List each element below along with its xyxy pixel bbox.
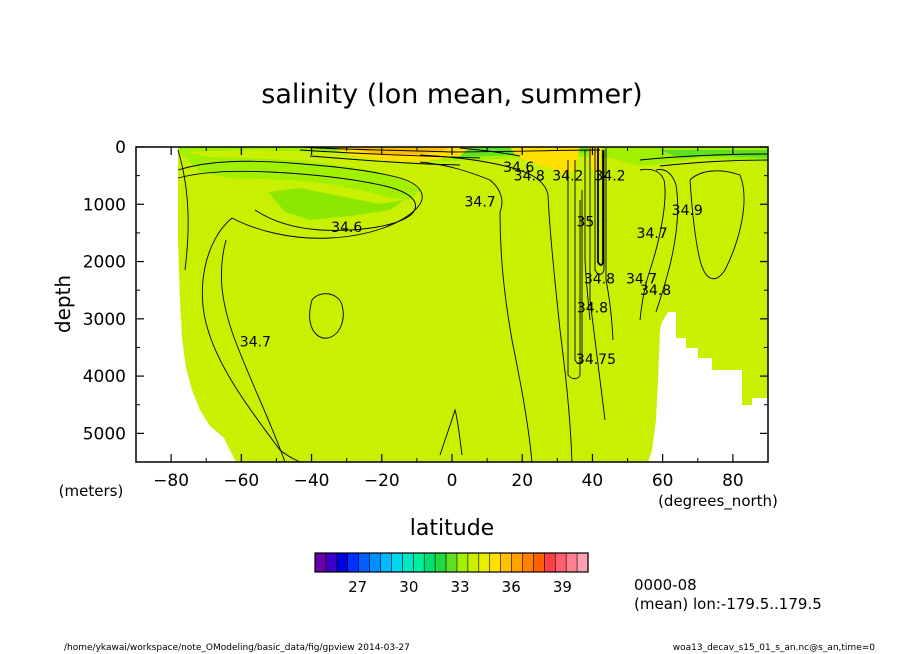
y-axis-title: depth (51, 275, 75, 333)
contour-labels: 34.634.734.734.634.8 34.23534.234.834.834… (240, 160, 703, 368)
colorbar-swatch (467, 552, 480, 573)
colorbar-tick-label: 27 (348, 578, 367, 596)
north-salty-fill (510, 147, 580, 175)
colorbar-swatch (478, 552, 491, 573)
y-tick-label: 3000 (83, 310, 126, 330)
footer-path: /home/ykawai/workspace/note_OModeling/ba… (64, 643, 410, 653)
colorbar-swatch (380, 552, 393, 573)
contour-label: 34.8 (514, 169, 545, 185)
colorbar-swatch (511, 552, 524, 573)
y-tick-label: 1000 (83, 195, 126, 215)
y-tick-label: 0 (115, 138, 126, 158)
contour-label: 34.8 (584, 272, 615, 288)
footer-file: woa13_decav_s15_01_s_an.nc@s_an,time=0 (673, 643, 876, 653)
colorbar-swatch (369, 552, 382, 573)
contour-label: 34.7 (637, 226, 668, 242)
colorbar-swatch (576, 552, 589, 573)
contour-label: 34.8 (640, 283, 671, 299)
plot-area: 34.634.734.734.634.8 34.23534.234.834.834… (83, 138, 769, 491)
colorbar-frame (314, 552, 589, 573)
x-axis-unit: (degrees_north) (658, 492, 778, 511)
colorbar-swatch (423, 552, 436, 573)
x-tick-label: −60 (223, 471, 259, 491)
colorbar-tick-label: 33 (450, 578, 469, 596)
colorbar-swatch (358, 552, 371, 573)
colorbar-swatch (554, 552, 567, 573)
colorbar-swatch (522, 552, 534, 573)
colorbar-swatch (325, 552, 338, 573)
subtropical-salty-fill-2 (350, 147, 450, 156)
chart-title: salinity (lon mean, summer) (261, 79, 642, 110)
colorbar-swatch (500, 552, 513, 573)
colorbar-swatch (347, 552, 360, 573)
x-tick-label: 20 (511, 471, 533, 491)
colorbar-swatch (391, 552, 403, 573)
x-tick-label: −40 (294, 471, 330, 491)
colorbar-swatch (314, 552, 327, 573)
contour-label: 34.8 (577, 300, 608, 316)
colorbar-swatch (402, 552, 414, 573)
colorbar: 27 30 33 36 39 (314, 552, 589, 596)
contour-label: 34.7 (240, 335, 271, 351)
aaiw-core-fill (268, 188, 404, 220)
contour-label: 34.6 (331, 220, 362, 236)
x-axis-title: latitude (410, 516, 494, 541)
x-tick-label: 80 (722, 471, 744, 491)
colorbar-swatch (336, 552, 349, 573)
contour-label: 35 (577, 214, 595, 230)
colorbar-tick-label: 36 (502, 578, 521, 596)
ocean-fill (178, 147, 768, 462)
contour-label: 34.6 (503, 160, 534, 176)
x-axis: −80 −60 −40 −20 0 20 40 60 80 (135, 147, 769, 491)
colorbar-swatch (533, 552, 545, 573)
contour-label: 34.2 (594, 169, 625, 185)
y-tick-label: 5000 (83, 424, 126, 444)
y-tick-label: 2000 (83, 253, 126, 273)
colorbar-swatch (489, 552, 502, 573)
contour-label: 34.9 (672, 203, 703, 219)
contour-label: 34.2 (552, 169, 583, 185)
time-label: 0000-08 (634, 576, 697, 594)
colorbar-swatch (565, 552, 578, 573)
x-tick-label: 60 (652, 471, 674, 491)
colorbar-tick-label: 30 (399, 578, 418, 596)
colorbar-tick-label: 39 (553, 578, 572, 596)
contour-lines (177, 146, 769, 463)
x-tick-label: −20 (364, 471, 400, 491)
mean-label: (mean) lon:-179.5..179.5 (634, 595, 822, 613)
colorbar-swatch (412, 552, 425, 573)
x-tick-label: 40 (582, 471, 604, 491)
contour-label: 34.7 (465, 194, 496, 210)
aaiw-fill (178, 150, 420, 200)
contour-label: 34.75 (576, 352, 616, 368)
y-axis-unit: (meters) (59, 482, 124, 500)
x-tick-label: 0 (447, 471, 458, 491)
contour-label: 34.7 (626, 272, 657, 288)
colorbar-swatch (456, 552, 469, 573)
x-tick-label: −80 (153, 471, 189, 491)
colorbar-swatch (445, 552, 458, 573)
y-tick-label: 4000 (83, 367, 126, 387)
colorbar-swatch (544, 552, 556, 573)
y-axis: 0 1000 2000 3000 4000 5000 (83, 138, 768, 444)
colorbar-swatch (434, 552, 447, 573)
